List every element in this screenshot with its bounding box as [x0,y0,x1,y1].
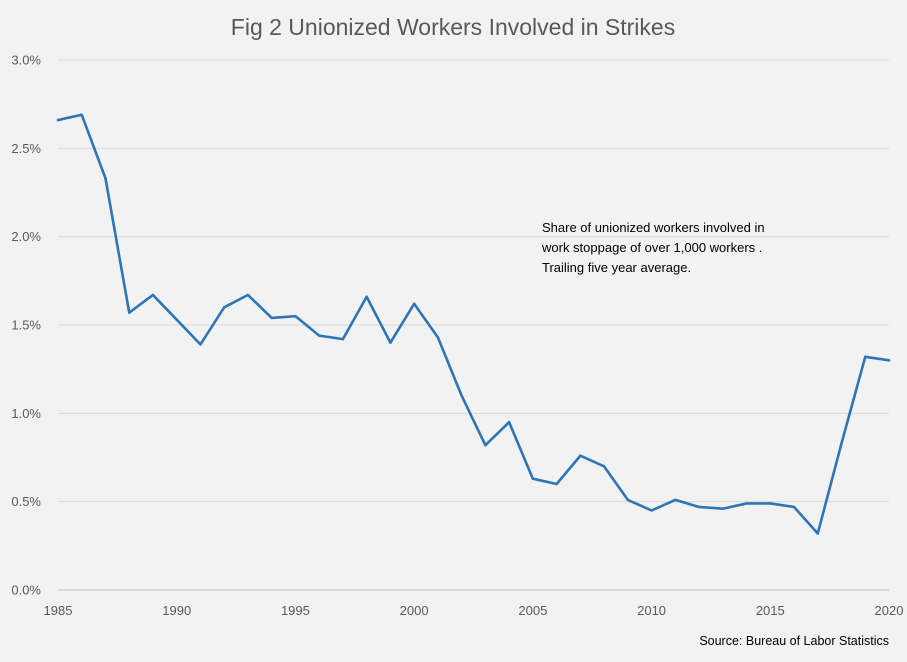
data-point [769,502,772,505]
data-point [317,334,321,337]
data-point [365,295,368,298]
x-tick-label: 2015 [756,603,785,618]
data-point [887,359,891,362]
source-note: Source: Bureau of Labor Statistics [699,634,889,648]
data-point [104,177,107,180]
annotation-line-3: Trailing five year average. [542,260,691,275]
data-point [246,293,250,297]
y-axis-ticks: 0.0% 0.5% 1.0% 1.5% 2.0% 2.5% 3.0% [11,53,41,598]
data-point [531,477,535,480]
data-point [555,482,558,486]
x-tick-label: 1995 [281,603,310,618]
data-point [816,532,819,535]
data-point [128,311,131,314]
data-point [270,316,273,320]
data-point [223,306,226,309]
series-line [56,113,891,535]
y-tick-label: 0.5% [11,494,41,509]
data-point [507,420,511,424]
annotation-line-1: Share of unionized workers involved in [542,220,765,235]
data-point [626,498,630,502]
data-point [840,442,843,445]
data-point [436,336,440,339]
x-tick-label: 2020 [875,603,904,618]
series-lines [56,113,891,535]
data-point [80,113,83,116]
data-point [674,498,677,502]
x-tick-label: 1985 [44,603,73,618]
x-tick-label: 1990 [162,603,191,618]
y-tick-label: 3.0% [11,53,41,68]
data-point [484,443,487,447]
data-point [175,318,178,321]
data-point [341,337,345,341]
data-point [199,343,202,346]
y-tick-label: 2.5% [11,141,41,156]
y-tick-label: 1.0% [11,406,41,421]
data-point [792,505,796,509]
data-point [412,302,416,305]
data-point [294,314,297,318]
data-point [864,355,867,358]
gridlines [58,59,889,591]
data-point [602,465,606,468]
data-point [579,454,582,457]
data-point [151,293,155,297]
data-point [460,394,463,397]
data-point [721,507,724,510]
x-tick-label: 2005 [518,603,547,618]
data-point [56,118,60,122]
data-point [745,502,748,505]
data-point [650,509,653,512]
chart-title: Fig 2 Unionized Workers Involved in Stri… [231,14,675,40]
data-point [697,505,701,509]
chart-annotation: Share of unionized workers involved in w… [541,220,765,275]
data-point [389,341,392,344]
x-tick-label: 2010 [637,603,666,618]
x-tick-label: 2000 [400,603,429,618]
annotation-line-2: work stoppage of over 1,000 workers . [541,240,762,255]
y-tick-label: 1.5% [11,318,41,333]
y-tick-label: 2.0% [11,229,41,244]
y-tick-label: 0.0% [11,583,41,598]
x-axis-ticks: 1985 1990 1995 2000 2005 2010 2015 2020 [44,603,904,618]
